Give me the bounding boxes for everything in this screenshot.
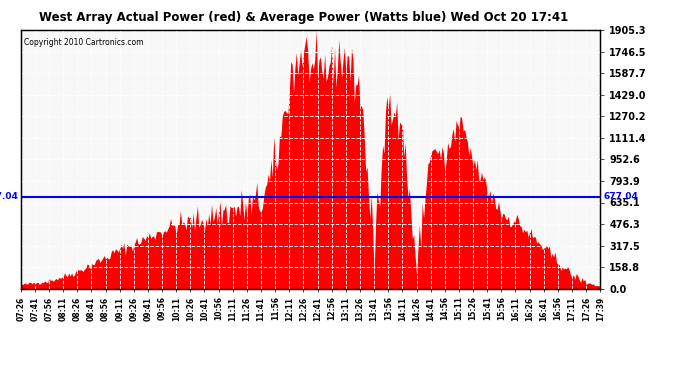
Text: West Array Actual Power (red) & Average Power (Watts blue) Wed Oct 20 17:41: West Array Actual Power (red) & Average …	[39, 11, 569, 24]
Text: 677.04: 677.04	[603, 192, 638, 201]
Text: Copyright 2010 Cartronics.com: Copyright 2010 Cartronics.com	[23, 38, 143, 47]
Text: 677.04: 677.04	[0, 192, 18, 201]
